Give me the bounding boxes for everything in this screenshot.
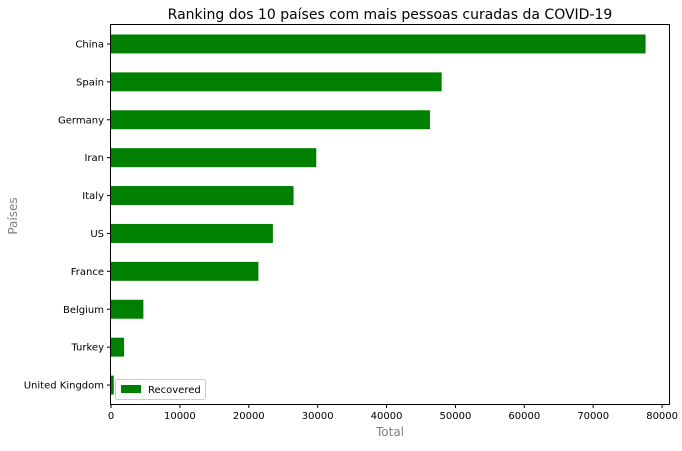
y-tick-label: Belgium — [63, 305, 104, 316]
x-tick-label: 60000 — [508, 411, 540, 422]
legend-label: Recovered — [148, 385, 201, 396]
y-axis-label: Países — [6, 197, 20, 234]
bar-france — [111, 261, 259, 281]
y-tick-label: China — [75, 39, 104, 50]
legend: Recovered — [115, 379, 206, 400]
x-tick-label: 50000 — [440, 411, 472, 422]
plot-frame — [110, 24, 670, 405]
bars-layer — [111, 34, 646, 395]
y-axis: China Spain Germany Iran Italy US France Belgiu… — [24, 39, 111, 392]
y-tick-label: Germany — [58, 115, 104, 126]
y-tick-label: Turkey — [70, 343, 104, 354]
bar-us — [111, 223, 273, 243]
x-tick-label: 30000 — [302, 411, 334, 422]
bar-united-kingdom — [111, 375, 114, 395]
bar-italy — [111, 186, 294, 206]
y-tick-label: Italy — [82, 191, 104, 202]
x-tick-label: 70000 — [577, 411, 609, 422]
x-axis: 0 10000 20000 30000 40000 50000 60000 70000 8000… — [108, 404, 678, 422]
x-axis-label: Total — [375, 425, 404, 439]
y-tick-label: France — [71, 267, 104, 278]
y-tick-label: United Kingdom — [24, 381, 104, 392]
bar-spain — [111, 72, 442, 92]
x-tick-label: 80000 — [646, 411, 678, 422]
y-tick-label: Iran — [84, 153, 104, 164]
bar-germany — [111, 110, 430, 130]
bar-belgium — [111, 299, 144, 319]
x-tick-label: 10000 — [164, 411, 196, 422]
y-tick-label: Spain — [76, 77, 104, 88]
legend-swatch — [121, 385, 141, 393]
bar-iran — [111, 148, 317, 168]
x-tick-label: 20000 — [233, 411, 265, 422]
bar-china — [111, 34, 646, 54]
x-tick-label: 0 — [108, 411, 114, 422]
chart-title: Ranking dos 10 países com mais pessoas c… — [168, 7, 613, 23]
bar-turkey — [111, 337, 125, 357]
legend-frame — [115, 379, 206, 400]
x-tick-label: 40000 — [371, 411, 403, 422]
y-tick-label: US — [90, 229, 104, 240]
